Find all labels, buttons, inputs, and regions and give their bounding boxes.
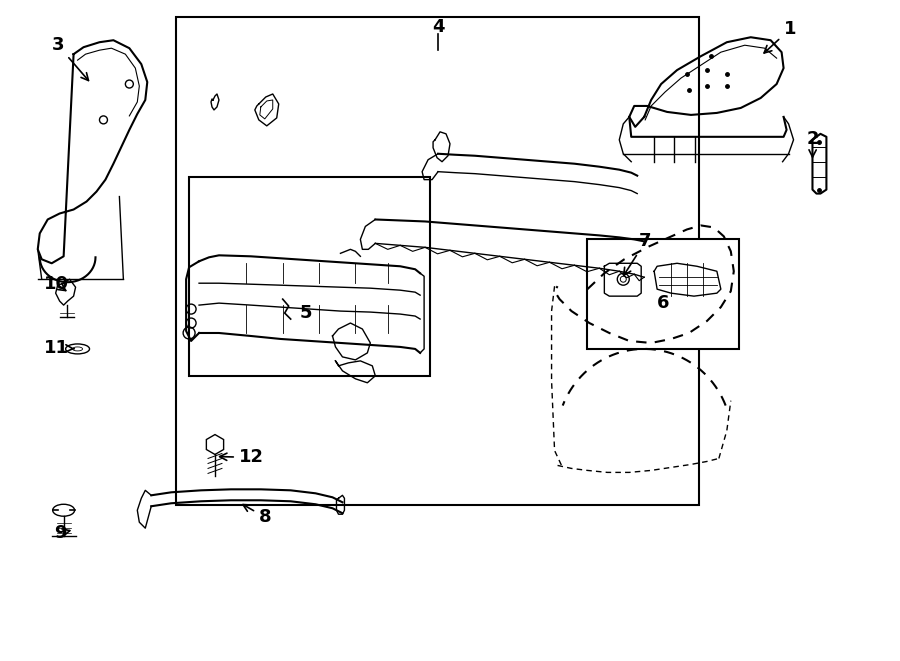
Text: 5: 5 bbox=[300, 304, 312, 322]
Text: 12: 12 bbox=[220, 448, 264, 467]
Text: 10: 10 bbox=[44, 275, 68, 293]
Text: 8: 8 bbox=[243, 504, 272, 526]
Text: 2: 2 bbox=[806, 130, 819, 157]
Bar bbox=[176, 17, 699, 505]
Text: 7: 7 bbox=[624, 233, 652, 276]
Text: 1: 1 bbox=[764, 20, 796, 53]
Bar bbox=[588, 239, 739, 349]
Text: 11: 11 bbox=[44, 339, 75, 357]
Text: 4: 4 bbox=[432, 19, 445, 36]
Text: 9: 9 bbox=[54, 524, 70, 542]
Text: 3: 3 bbox=[51, 36, 88, 81]
Text: 6: 6 bbox=[657, 294, 670, 312]
Bar bbox=[189, 176, 430, 376]
